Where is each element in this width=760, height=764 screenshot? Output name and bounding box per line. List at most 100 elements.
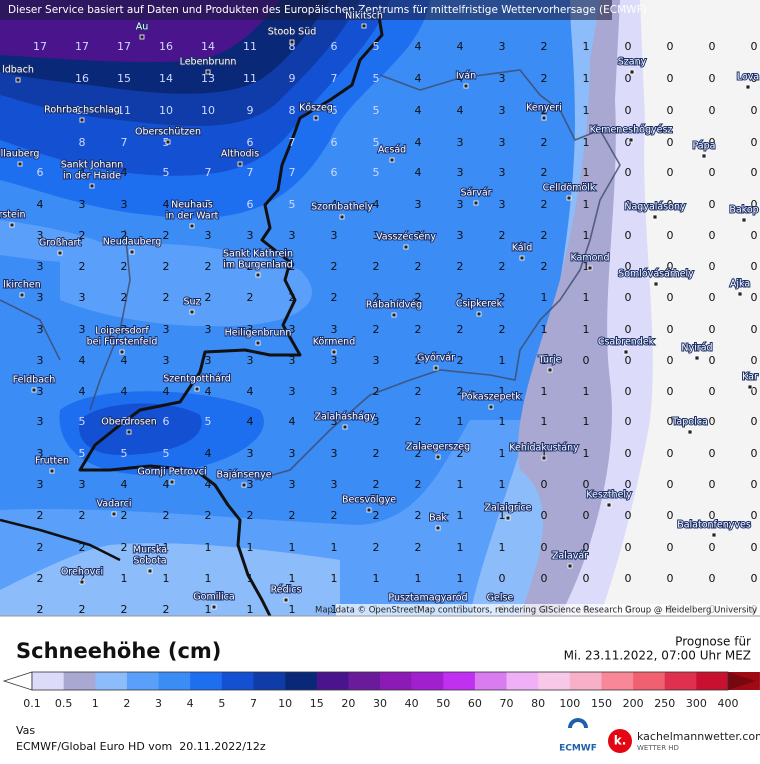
grid-value: 5 — [373, 72, 380, 85]
grid-value: 6 — [331, 104, 338, 117]
grid-value: 3 — [331, 415, 338, 428]
grid-value: 0 — [541, 509, 548, 522]
grid-value: 2 — [79, 603, 86, 616]
town-dot — [366, 507, 372, 513]
town-name: Gelse — [487, 593, 514, 604]
grid-value: 2 — [247, 260, 254, 273]
colorbar-box — [538, 672, 571, 690]
grid-value: 0 — [709, 291, 716, 304]
grid-value: 2 — [79, 541, 86, 554]
grid-value: 0 — [751, 323, 758, 336]
grid-value: 3 — [499, 72, 506, 85]
grid-value: 0 — [709, 385, 716, 398]
colorbar-box — [443, 672, 476, 690]
grid-value: 11 — [117, 104, 131, 117]
grid-value: 0 — [709, 40, 716, 53]
grid-value: 2 — [373, 260, 380, 273]
grid-value: 1 — [541, 323, 548, 336]
town-name: Türje — [538, 355, 562, 366]
grid-value: 0 — [583, 572, 590, 585]
grid-value: 3 — [499, 166, 506, 179]
town-name: Zalavár — [552, 551, 588, 562]
town-name: Lova — [737, 72, 759, 83]
grid-value: 1 — [121, 572, 128, 585]
grid-value: 2 — [457, 323, 464, 336]
grid-value: 0 — [667, 104, 674, 117]
grid-value: 1 — [205, 572, 212, 585]
grid-value: 0 — [625, 198, 632, 211]
grid-value: 3 — [289, 323, 296, 336]
town-dot — [79, 579, 85, 585]
town-name: Kamond — [570, 253, 609, 264]
grid-value: 4 — [163, 478, 170, 491]
grid-value: 0 — [751, 509, 758, 522]
town-name: Heiligenbrunn — [225, 328, 292, 339]
town-name: Kehidakustány — [509, 443, 579, 454]
colorbar-label: 100 — [559, 697, 580, 710]
grid-value: 0 — [751, 260, 758, 273]
grid-value: 3 — [37, 323, 44, 336]
town-dot — [169, 479, 175, 485]
grid-value: 4 — [121, 385, 128, 398]
colorbar-label: 30 — [373, 697, 387, 710]
grid-value: 13 — [201, 72, 215, 85]
grid-value: 2 — [373, 385, 380, 398]
grid-value: 3 — [499, 198, 506, 211]
grid-value: 2 — [541, 40, 548, 53]
grid-value: 7 — [121, 136, 128, 149]
town-dot — [737, 291, 743, 297]
grid-value: 1 — [499, 354, 506, 367]
grid-value: 4 — [79, 354, 86, 367]
grid-value: 1 — [541, 291, 548, 304]
town-dot — [237, 161, 243, 167]
grid-value: 4 — [121, 354, 128, 367]
grid-value: 2 — [541, 198, 548, 211]
colorbar-label: 200 — [623, 697, 644, 710]
grid-value: 0 — [583, 541, 590, 554]
town-dot — [519, 255, 525, 261]
colorbar-over — [728, 672, 756, 690]
grid-value: 0 — [751, 541, 758, 554]
grid-value: 2 — [457, 354, 464, 367]
town-name: Bajánsenye — [216, 470, 271, 481]
colorbar-box — [569, 672, 602, 690]
grid-value: 4 — [373, 198, 380, 211]
grid-value: 0 — [667, 198, 674, 211]
grid-value: 1 — [373, 572, 380, 585]
grid-value: 0 — [709, 541, 716, 554]
grid-value: 0 — [625, 323, 632, 336]
attribution-bg — [336, 604, 760, 616]
town-name: Frutten — [35, 456, 69, 467]
grid-value: 0 — [667, 354, 674, 367]
grid-value: 0 — [583, 509, 590, 522]
grid-value: 2 — [121, 229, 128, 242]
grid-value: 3 — [373, 354, 380, 367]
colorbar-label: 250 — [654, 697, 675, 710]
grid-value: 3 — [247, 354, 254, 367]
grid-value: 4 — [415, 104, 422, 117]
grid-value: 4 — [205, 385, 212, 398]
grid-value: 1 — [583, 385, 590, 398]
grid-value: 2 — [163, 291, 170, 304]
town-name: bei Fürstenfeld — [87, 337, 158, 348]
grid-value: 0 — [751, 354, 758, 367]
grid-value: 1 — [583, 104, 590, 117]
grid-value: 3 — [373, 415, 380, 428]
colorbar-label: 1 — [92, 697, 99, 710]
town-name: Becsvölgye — [342, 495, 396, 506]
colorbar-box — [506, 672, 539, 690]
grid-value: 3 — [79, 291, 86, 304]
grid-value: 2 — [163, 603, 170, 616]
colorbar-box — [474, 672, 507, 690]
grid-value: 3 — [331, 385, 338, 398]
grid-value: 4 — [415, 166, 422, 179]
town-name: Tapolca — [671, 417, 708, 428]
grid-value: 9 — [289, 72, 296, 85]
grid-value: 6 — [331, 40, 338, 53]
grid-value: 8 — [289, 40, 296, 53]
grid-value: 2 — [247, 509, 254, 522]
legend-title: Schneehöhe (cm) — [16, 639, 221, 663]
grid-value: 0 — [667, 40, 674, 53]
grid-value: 2 — [79, 229, 86, 242]
